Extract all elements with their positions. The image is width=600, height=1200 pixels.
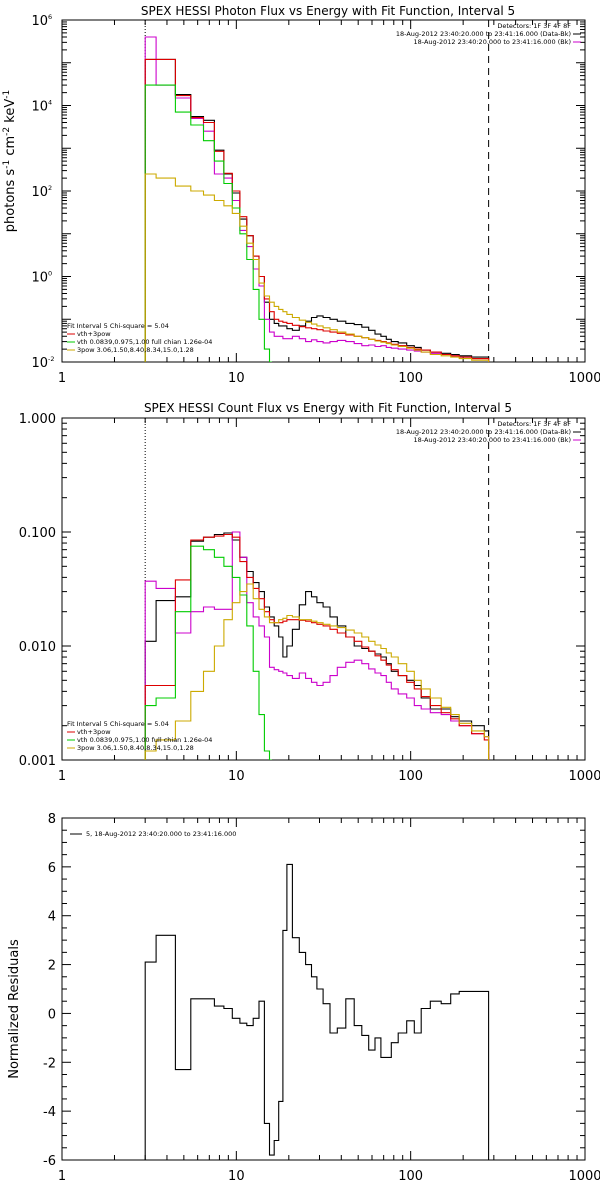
legend-top-right-entry: Detectors: 1F 3F 4F 8F	[497, 22, 571, 30]
y-tick-label: 0.100	[19, 526, 56, 541]
photon-flux-title: SPEX HESSI Photon Flux vs Energy with Fi…	[141, 4, 515, 18]
series-line-residuals	[144, 863, 490, 1160]
plot-frame	[61, 417, 586, 761]
series-line-fit-component	[144, 583, 490, 760]
series-line-fit-component	[144, 173, 490, 362]
legend-top-right-entry: 18-Aug-2012 23:40:20.000 to 23:41:16.000…	[396, 428, 571, 436]
y-tick-label: -2	[43, 1056, 56, 1071]
y-tick-label: -4	[43, 1105, 56, 1120]
y-tick-label: 4	[48, 910, 56, 925]
y-tick-label: 6	[48, 861, 56, 876]
y-axis-label: photons s-1 cm-2 keV-1	[2, 90, 18, 232]
residuals-panel: 1 10 100 1000 -6 -4 -2 0 2 4 6 8 5, 18-Aug-2012 23:4…	[7, 812, 600, 1184]
plot-frame	[61, 19, 586, 363]
legend-bottom-left-entry: 3pow 3.06,1.50,8.40,8.34,15.0,1.28	[77, 346, 194, 354]
series-line-data	[144, 532, 490, 760]
x-tick-label: 100	[398, 769, 423, 784]
x-tick-label: 1	[58, 769, 66, 784]
count-flux-panel: SPEX HESSI Count Flux vs Energy with Fit…	[19, 401, 600, 784]
x-tick-label: 1000	[568, 371, 600, 386]
legend-bottom-left-entry: vth 0.0839,0.975,1.00 full chian 1.26e-0…	[77, 736, 212, 744]
series-line-fit	[144, 533, 490, 760]
legend-top-left-entry: 5, 18-Aug-2012 23:40:20.000 to 23:41:16.…	[86, 830, 236, 838]
legend-bottom-left-entry: vth+3pow	[77, 330, 111, 338]
series-line-background	[144, 531, 490, 760]
series-line-fit-component	[144, 545, 272, 760]
series-line-fit	[144, 58, 490, 362]
series-line-data	[144, 58, 490, 362]
x-tick-label: 1	[58, 1169, 66, 1184]
y-tick-exponent: 6	[48, 13, 52, 21]
series-line-background	[144, 36, 490, 362]
legend-bottom-left-entry: 3pow 3.06,1.50,8.40,8.34,15.0,1.28	[77, 744, 194, 752]
y-tick-exponent: 0	[48, 270, 52, 278]
y-tick-label: 0.001	[19, 754, 56, 769]
x-tick-label: 10	[228, 769, 245, 784]
photon-flux-panel: SPEX HESSI Photon Flux vs Energy with Fi…	[2, 4, 600, 386]
series-line-fit-component	[144, 84, 272, 362]
x-tick-label: 1000	[568, 1169, 600, 1184]
y-tick-label: 2	[48, 959, 56, 974]
legend-top-right-entry: 18-Aug-2012 23:40:20.000 to 23:41:16.000…	[414, 38, 571, 46]
legend-top-right-entry: Detectors: 1F 3F 4F 8F	[497, 420, 571, 428]
y-tick-label: 0	[48, 1007, 56, 1022]
x-tick-label: 1	[58, 371, 66, 386]
y-tick-label: 1.000	[19, 412, 56, 427]
x-tick-label: 100	[398, 371, 423, 386]
x-tick-label: 100	[398, 1169, 423, 1184]
y-tick-label: 8	[48, 812, 56, 827]
y-tick-exponent: -2	[48, 355, 54, 363]
legend-top-right-entry: 18-Aug-2012 23:40:20.000 to 23:41:16.000…	[414, 436, 571, 444]
legend-bottom-left-entry: Fit Interval 5 Chi-square = 5.04	[67, 322, 169, 330]
legend-bottom-left-entry: Fit Interval 5 Chi-square = 5.04	[67, 720, 169, 728]
y-tick-label: 10	[31, 356, 48, 371]
x-tick-label: 1000	[568, 769, 600, 784]
y-tick-exponent: 2	[48, 184, 52, 192]
y-tick-label: 10	[31, 14, 48, 29]
y-tick-label: 10	[31, 271, 48, 286]
legend-top-right-entry: 18-Aug-2012 23:40:20.000 to 23:41:16.000…	[396, 30, 571, 38]
y-tick-label: 10	[31, 100, 48, 115]
legend-bottom-left-entry: vth+3pow	[77, 728, 111, 736]
x-tick-label: 10	[228, 371, 245, 386]
y-tick-label: -6	[43, 1154, 56, 1169]
y-tick-label: 10	[31, 185, 48, 200]
y-tick-label: 0.010	[19, 640, 56, 655]
y-tick-exponent: 4	[48, 99, 52, 107]
count-flux-title: SPEX HESSI Count Flux vs Energy with Fit…	[144, 401, 512, 415]
y-axis-label: Normalized Residuals	[7, 939, 22, 1079]
legend-bottom-left-entry: vth 0.0839,0.975,1.00 full chian 1.26e-0…	[77, 338, 212, 346]
x-tick-label: 10	[228, 1169, 245, 1184]
